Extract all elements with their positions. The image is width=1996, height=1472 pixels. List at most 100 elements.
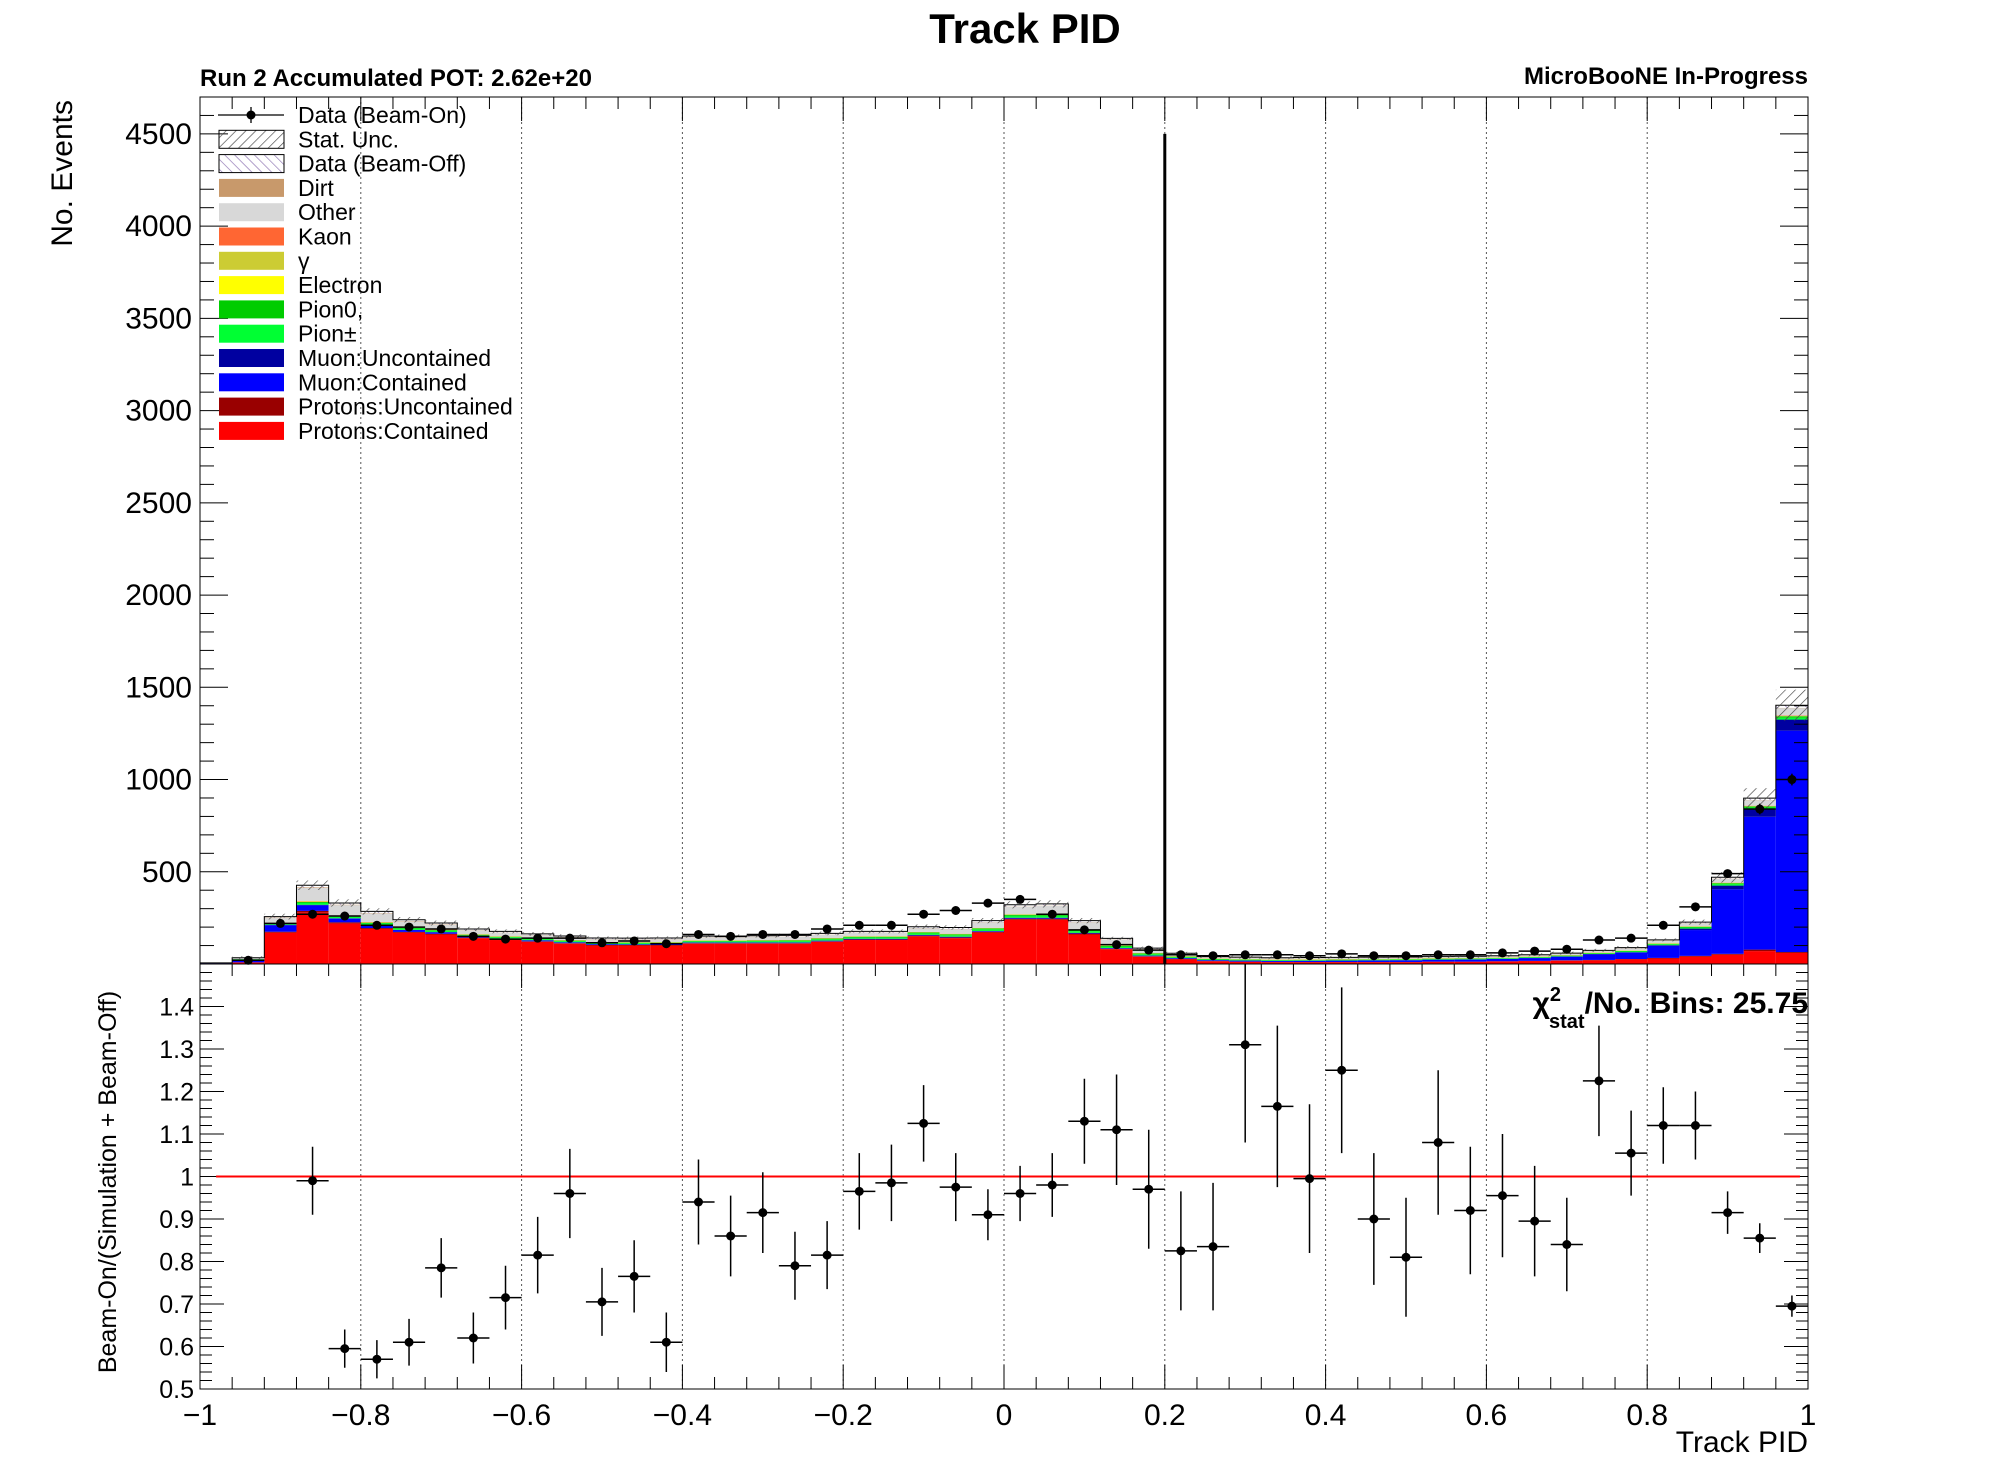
ratio-point	[1594, 1076, 1604, 1086]
bar-protons-contained	[1389, 962, 1423, 964]
chi2-sub: stat	[1549, 1011, 1585, 1033]
chart-title: Track PID	[929, 5, 1120, 52]
data-point	[629, 936, 639, 946]
ratio-point	[308, 1176, 318, 1186]
legend-label: Protons:Uncontained	[298, 394, 513, 420]
bar-muon-contained	[1647, 945, 1680, 958]
bar-pion0-	[971, 928, 1004, 930]
bar-muon-contained	[1261, 961, 1294, 962]
bar-pion-	[1486, 958, 1519, 959]
bar-protons-contained	[296, 912, 329, 964]
stat-unc-band	[1068, 918, 1101, 924]
bar-muon-contained	[843, 938, 876, 940]
data-point	[436, 924, 446, 934]
ratio-point	[533, 1250, 543, 1260]
ratio-point	[1208, 1242, 1218, 1252]
bar-protons-contained	[328, 923, 361, 964]
bar-protons-uncontained	[875, 939, 908, 941]
ratio-point	[1144, 1184, 1154, 1194]
bar-muon-contained	[1132, 955, 1165, 957]
bar-other	[296, 887, 329, 901]
bar-muon-contained	[296, 905, 329, 911]
bar-pion0-	[746, 940, 779, 942]
bar-muon-uncontained	[1679, 928, 1712, 931]
data-point	[1723, 869, 1733, 879]
bar-muon-contained	[1711, 889, 1744, 954]
legend-label: Stat. Unc.	[298, 126, 399, 152]
bar-muon-uncontained	[1775, 719, 1808, 731]
data-point	[1562, 944, 1572, 954]
bar-protons-contained	[1004, 919, 1037, 964]
ratio-point	[340, 1344, 350, 1354]
bar-pion-	[296, 902, 329, 905]
legend-label: Dirt	[298, 175, 334, 201]
bar-muon-contained	[1454, 959, 1487, 962]
bar-pion0-	[296, 902, 329, 903]
bar-pion0-	[1647, 943, 1680, 945]
stat-unc-band	[489, 929, 522, 934]
bar-protons-uncontained	[392, 931, 426, 933]
data-point	[565, 933, 575, 943]
bar-muon-contained	[1325, 960, 1358, 962]
bar-other	[489, 932, 522, 937]
ratio-point	[919, 1118, 929, 1128]
bar-protons-contained	[1293, 962, 1326, 964]
bar-protons-uncontained	[939, 937, 972, 939]
bar-protons-contained	[778, 943, 812, 964]
data-point	[758, 929, 768, 939]
chi2-symbol: χ	[1533, 987, 1551, 1020]
bar-protons-uncontained	[1647, 957, 1680, 959]
bar-other	[939, 929, 972, 934]
bar-muon-contained	[875, 938, 908, 940]
data-point	[1433, 950, 1443, 960]
bar-pion-	[1261, 960, 1294, 961]
data-point	[693, 929, 703, 939]
ratio-point	[1079, 1116, 1089, 1126]
ratio-point	[983, 1210, 993, 1220]
x-tick-label: −0.4	[653, 1399, 712, 1432]
ratio-point	[597, 1297, 607, 1307]
data-point	[340, 911, 350, 921]
bar-pion0-	[1004, 914, 1037, 916]
bar-protons-contained	[1036, 919, 1069, 964]
data-point	[1497, 948, 1507, 958]
data-point	[1047, 909, 1057, 919]
stat-unc-band	[360, 908, 393, 915]
y-tick-label: 3000	[125, 395, 192, 428]
data-point	[275, 918, 285, 928]
stat-unc-band	[843, 929, 876, 934]
ratio-y-tick-label: 0.8	[159, 1249, 194, 1277]
legend-label: Electron	[298, 272, 382, 298]
bar-pion-	[1679, 927, 1712, 929]
bar-other	[907, 928, 940, 932]
legend-swatch	[218, 154, 285, 174]
stat-unc-band	[875, 929, 908, 934]
data-point	[501, 934, 511, 944]
bar-muon-contained	[1582, 954, 1616, 960]
y-tick-label: 4000	[125, 210, 192, 243]
bar-protons-contained	[1196, 961, 1230, 964]
bar-pion-	[843, 937, 876, 939]
ratio-y-tick-label: 0.7	[159, 1291, 194, 1319]
ratio-point	[1562, 1240, 1572, 1249]
legend-swatch	[219, 251, 284, 270]
legend-label: Muon:Uncontained	[298, 345, 491, 371]
ratio-point	[1723, 1208, 1733, 1218]
bar-protons-contained	[1454, 961, 1487, 964]
ratio-y-axis-label: Beam-On/(Simulation + Beam-Off)	[94, 991, 122, 1373]
legend-label: Data (Beam-On)	[298, 102, 467, 128]
bar-protons-contained	[1100, 949, 1133, 964]
data-point	[1144, 945, 1154, 955]
bar-protons-uncontained	[1679, 955, 1712, 957]
bar-pion-	[1229, 959, 1262, 961]
data-point	[1690, 902, 1700, 912]
ratio-point	[1658, 1121, 1668, 1130]
bar-muon-contained	[682, 942, 715, 944]
bar-pion0-	[682, 940, 715, 942]
ratio-point	[1530, 1216, 1540, 1226]
bar-muon-contained	[1229, 960, 1262, 962]
data-point	[372, 920, 382, 930]
bar-muon-uncontained	[296, 904, 329, 906]
ratio-point	[1433, 1138, 1443, 1147]
